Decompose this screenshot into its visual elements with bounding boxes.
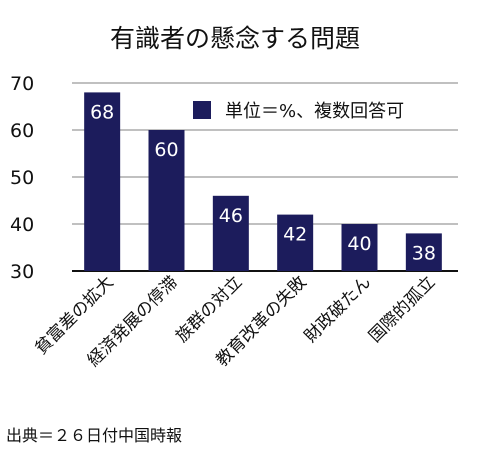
- y-tick-label: 50: [10, 167, 34, 189]
- bar: [148, 130, 185, 271]
- bar: [277, 214, 314, 271]
- bar-value-label: 42: [283, 224, 307, 246]
- bar: [405, 233, 442, 271]
- y-tick-label: 40: [10, 214, 34, 236]
- bar-value-label: 60: [154, 139, 178, 161]
- y-axis-ticks: 30 40 50 60 70: [10, 73, 34, 283]
- bar-value-label: 68: [90, 101, 114, 123]
- legend-label: 単位＝%、複数回答可: [225, 101, 404, 122]
- bar: [212, 195, 249, 271]
- bar-value-label: 46: [219, 205, 243, 227]
- x-category-label: 財政破たん: [301, 272, 375, 346]
- source-note: 出典＝２６日付中国時報: [6, 426, 183, 445]
- bar-value-label: 38: [412, 242, 436, 264]
- y-tick-label: 70: [10, 73, 34, 95]
- y-tick-label: 30: [10, 261, 34, 283]
- bars: 68 60 46 42 40 38: [84, 92, 442, 272]
- x-category-label: 国際的孤立: [365, 272, 439, 346]
- bar-value-label: 40: [347, 233, 371, 255]
- legend: 単位＝%、複数回答可: [193, 101, 404, 122]
- chart-title: 有識者の懸念する問題: [110, 24, 360, 53]
- bar: [84, 92, 121, 272]
- bar: [341, 224, 378, 271]
- legend-swatch: [193, 101, 211, 119]
- y-tick-label: 60: [10, 120, 34, 142]
- gridlines: [72, 82, 458, 272]
